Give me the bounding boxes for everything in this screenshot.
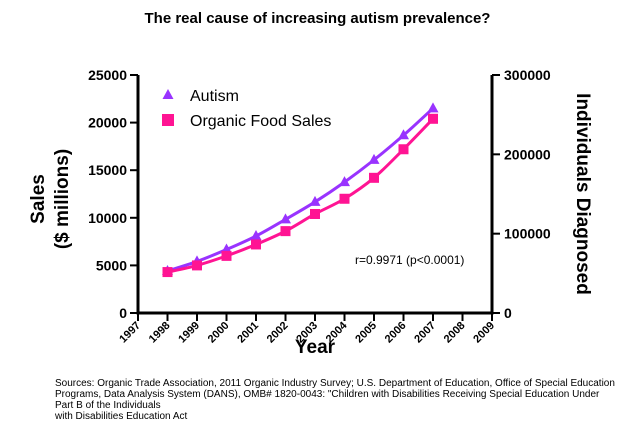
x-tick-label: 2006	[383, 320, 409, 346]
legend: Autism Organic Food Sales	[162, 88, 331, 130]
left-tick-label: 25000	[88, 67, 127, 83]
left-tick-label: 10000	[88, 210, 127, 226]
organic-food-sales-point	[251, 239, 261, 250]
x-tick-label: 2000	[206, 320, 232, 346]
x-tick-label: 1998	[147, 320, 173, 346]
organic-food-sales-point	[310, 208, 320, 219]
right-tick-label: 200000	[504, 146, 551, 162]
x-axis-title: Year	[295, 337, 336, 358]
organic-food-sales-point	[398, 144, 409, 155]
x-tick-label: 1999	[176, 320, 202, 346]
autism-point	[309, 195, 321, 206]
autism-line	[167, 107, 435, 273]
sources-note: Sources: Organic Trade Association, 2011…	[55, 378, 615, 422]
left-axis-title-line: ($ millions)	[52, 149, 73, 249]
legend-marker-autism	[162, 89, 174, 99]
legend-label: Organic Food Sales	[190, 113, 331, 130]
organic-food-sales-point	[280, 226, 291, 237]
right-axis-title: Individuals Diagnosed	[572, 93, 593, 295]
autism-point	[427, 102, 439, 113]
left-tick-label: 5000	[96, 257, 127, 273]
autism-point	[339, 176, 350, 187]
right-tick-label: 300000	[504, 67, 551, 83]
legend-marker-organic	[162, 114, 174, 126]
left-axis-title: Sales ($ millions)	[28, 149, 73, 249]
legend-label: Autism	[190, 88, 239, 105]
right-tick-label: 100000	[504, 226, 551, 242]
organic-food-sales-point	[221, 250, 232, 261]
left-tick-label: 15000	[88, 162, 127, 178]
autism-point	[280, 213, 291, 224]
organic-food-sales-point	[428, 113, 438, 124]
right-tick-label: 0	[504, 305, 512, 321]
autism-point	[398, 129, 409, 140]
left-axis-title-line: Sales	[28, 174, 49, 224]
x-tick-label: 2007	[412, 320, 438, 346]
x-tick-label: 2002	[265, 320, 291, 346]
autism-point	[368, 153, 380, 164]
x-tick-label: 2008	[442, 320, 468, 346]
x-tick-label: 2001	[235, 320, 261, 346]
organic-food-sales-point	[339, 193, 350, 204]
left-tick-label: 0	[119, 305, 127, 321]
x-tick-label: 2009	[471, 320, 497, 346]
autism-point	[250, 230, 262, 241]
organic-food-sales-line	[167, 117, 435, 274]
correlation-annotation: r=0.9971 (p<0.0001)	[355, 253, 464, 267]
chart-title: The real cause of increasing autism prev…	[144, 10, 491, 27]
organic-food-sales-point	[162, 267, 173, 278]
x-tick-label: 1997	[117, 320, 143, 346]
x-tick-label: 2005	[353, 320, 379, 346]
series-layer	[162, 102, 439, 278]
organic-food-sales-point	[192, 260, 202, 271]
organic-food-sales-point	[369, 172, 379, 183]
left-tick-label: 20000	[88, 115, 127, 131]
